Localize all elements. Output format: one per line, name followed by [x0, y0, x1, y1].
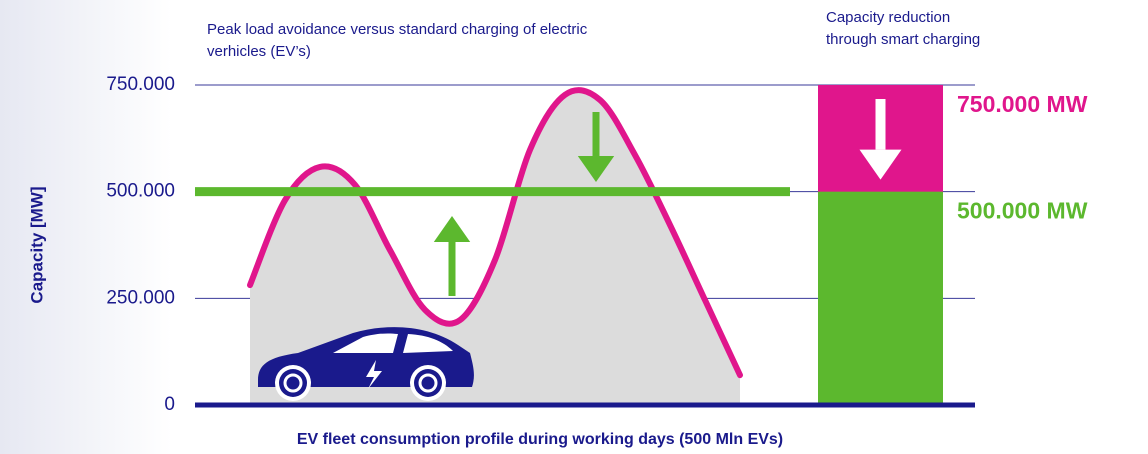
x-axis-label: EV fleet consumption profile during work…: [297, 431, 783, 448]
wheel: [414, 369, 442, 397]
y-tick-label: 250.000: [106, 287, 175, 308]
y-tick-label: 0: [164, 394, 175, 415]
bar-title: through smart charging: [826, 31, 980, 48]
chart-title: verhicles (EV’s): [207, 43, 311, 60]
line: [247, 87, 743, 379]
arrow: [433, 216, 471, 242]
y-axis-label: Capacity [MW]: [27, 186, 46, 303]
chart-title: Peak load avoidance versus standard char…: [207, 21, 588, 38]
bar-title: Capacity reduction: [826, 9, 950, 26]
car-icon: [258, 327, 474, 401]
area: [250, 90, 740, 406]
bar: [818, 191, 943, 405]
bar-value-label: 500.000 MW: [957, 198, 1088, 224]
y-tick-label: 750.000: [106, 74, 175, 95]
wheel: [418, 373, 438, 393]
bar-value-label: 750.000 MW: [957, 91, 1088, 117]
plot: 0 250.000 500.000 750.000 750.000 MW 500.000 …: [106, 74, 1087, 415]
arrow: [577, 156, 615, 182]
y-tick-label: 500.000: [106, 181, 175, 202]
arrow: [859, 149, 902, 180]
wheel: [283, 373, 303, 393]
car-window: [333, 333, 453, 353]
bolt: [366, 360, 382, 389]
wheel: [279, 369, 307, 397]
